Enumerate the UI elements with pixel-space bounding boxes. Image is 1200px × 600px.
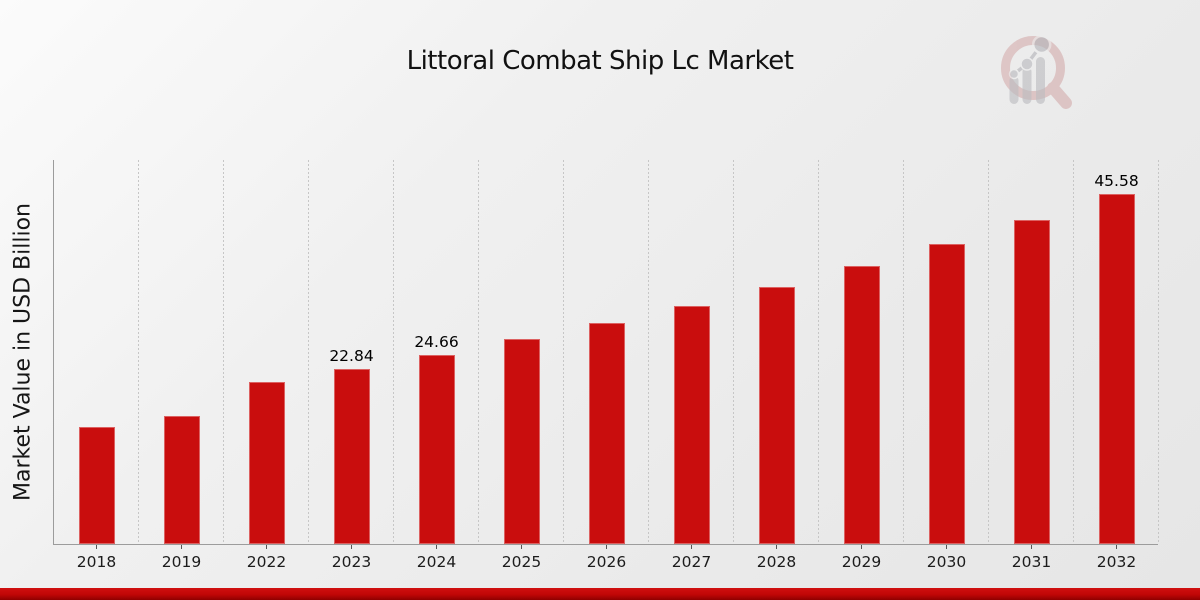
x-axis-tick (691, 545, 692, 549)
x-tick-label-2028: 2028 (756, 553, 797, 571)
value-label-2032: 45.58 (1094, 171, 1139, 190)
gridline (1158, 160, 1159, 544)
value-label-2023: 22.84 (329, 346, 374, 365)
x-axis-tick (96, 545, 97, 549)
x-axis-tick (181, 545, 182, 549)
x-axis-tick (266, 545, 267, 549)
x-tick-label-2024: 2024 (416, 553, 457, 571)
plot-area: 2018 2019 2022 22.84 2023 24.66 2024 2025 2026 20… (53, 160, 1159, 571)
x-tick-label-2029: 2029 (841, 553, 882, 571)
chart-title: Littoral Combat Ship Lc Market (406, 46, 794, 76)
x-axis-tick (946, 545, 947, 549)
footer-red-banner (0, 588, 1200, 600)
gridline (478, 160, 479, 544)
x-axis-tick (1116, 545, 1117, 549)
logo-bar-tall (1036, 57, 1045, 104)
bar-2023 (333, 368, 370, 544)
bar-2025 (503, 339, 540, 544)
bar-2030 (928, 243, 965, 544)
x-tick-label-2027: 2027 (671, 553, 712, 571)
y-axis-label: Market Value in USD Billion (10, 202, 36, 502)
gridline (223, 160, 224, 544)
x-axis-tick (606, 545, 607, 549)
bar-2022 (248, 381, 285, 544)
gridline (138, 160, 139, 544)
x-axis-tick (436, 545, 437, 549)
gridline (733, 160, 734, 544)
logo-trend-dot-1 (1008, 68, 1020, 80)
magnifier-bar-chart-logo-icon (1001, 34, 1072, 109)
value-label-2024: 24.66 (414, 332, 459, 351)
x-tick-label-2022: 2022 (246, 553, 287, 571)
x-tick-label-2026: 2026 (586, 553, 627, 571)
x-tick-label-2018: 2018 (76, 553, 117, 571)
x-tick-label-2019: 2019 (161, 553, 202, 571)
gridline (818, 160, 819, 544)
logo-magnifier-handle (1047, 82, 1072, 109)
bar-2024 (418, 354, 455, 544)
gridline (563, 160, 564, 544)
x-tick-label-2031: 2031 (1011, 553, 1052, 571)
gridline (648, 160, 649, 544)
gridline (903, 160, 904, 544)
gridline (308, 160, 309, 544)
bar-2028 (758, 286, 795, 544)
x-tick-label-2025: 2025 (501, 553, 542, 571)
gridline (1073, 160, 1074, 544)
logo-bar-short (1009, 76, 1019, 104)
x-axis-tick (1031, 545, 1032, 549)
logo-trend-dot-2 (1020, 57, 1034, 71)
bar-2031 (1013, 219, 1050, 544)
bar-2027 (673, 305, 710, 544)
logo-trend-dot-3 (1031, 34, 1052, 55)
x-tick-label-2030: 2030 (926, 553, 967, 571)
x-axis-tick (776, 545, 777, 549)
gridline (393, 160, 394, 544)
bar-2018 (78, 426, 115, 544)
logo-bar-medium (1022, 67, 1032, 104)
x-axis-tick (351, 545, 352, 549)
bar-2029 (843, 265, 880, 544)
bar-2032 (1098, 193, 1135, 544)
bar-2019 (163, 416, 200, 544)
bar-2026 (588, 323, 625, 544)
x-axis-tick (521, 545, 522, 549)
x-tick-label-2032: 2032 (1096, 553, 1137, 571)
gridline (988, 160, 989, 544)
x-tick-label-2023: 2023 (331, 553, 372, 571)
x-axis-tick (861, 545, 862, 549)
